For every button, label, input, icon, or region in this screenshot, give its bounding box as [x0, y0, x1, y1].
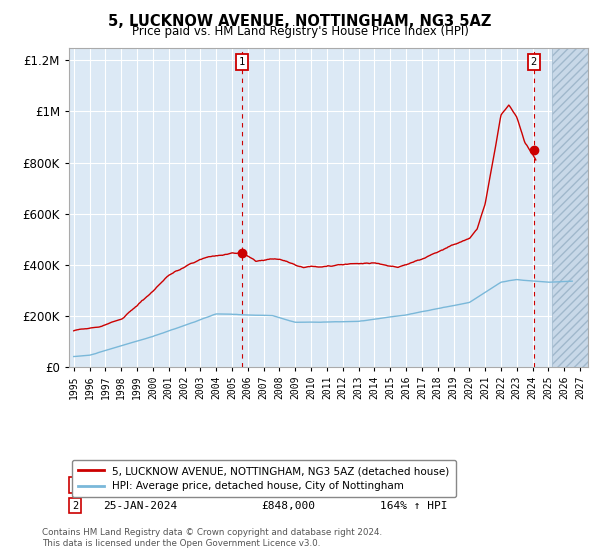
- Text: 5, LUCKNOW AVENUE, NOTTINGHAM, NG3 5AZ: 5, LUCKNOW AVENUE, NOTTINGHAM, NG3 5AZ: [109, 14, 491, 29]
- Text: 1: 1: [239, 57, 245, 67]
- Text: 25-JAN-2024: 25-JAN-2024: [103, 501, 177, 511]
- Legend: 5, LUCKNOW AVENUE, NOTTINGHAM, NG3 5AZ (detached house), HPI: Average price, det: 5, LUCKNOW AVENUE, NOTTINGHAM, NG3 5AZ (…: [71, 460, 456, 497]
- Text: Contains HM Land Registry data © Crown copyright and database right 2024.
This d: Contains HM Land Registry data © Crown c…: [42, 528, 382, 548]
- Text: £445,000: £445,000: [261, 480, 315, 490]
- Text: £848,000: £848,000: [261, 501, 315, 511]
- Text: 2: 2: [72, 501, 79, 511]
- Text: 164% ↑ HPI: 164% ↑ HPI: [380, 501, 448, 511]
- Text: Price paid vs. HM Land Registry's House Price Index (HPI): Price paid vs. HM Land Registry's House …: [131, 25, 469, 38]
- Text: 1: 1: [72, 480, 79, 490]
- Bar: [551, 48, 588, 367]
- Text: 215% ↑ HPI: 215% ↑ HPI: [380, 480, 448, 490]
- Text: 25-AUG-2005: 25-AUG-2005: [103, 480, 177, 490]
- Text: 2: 2: [530, 57, 537, 67]
